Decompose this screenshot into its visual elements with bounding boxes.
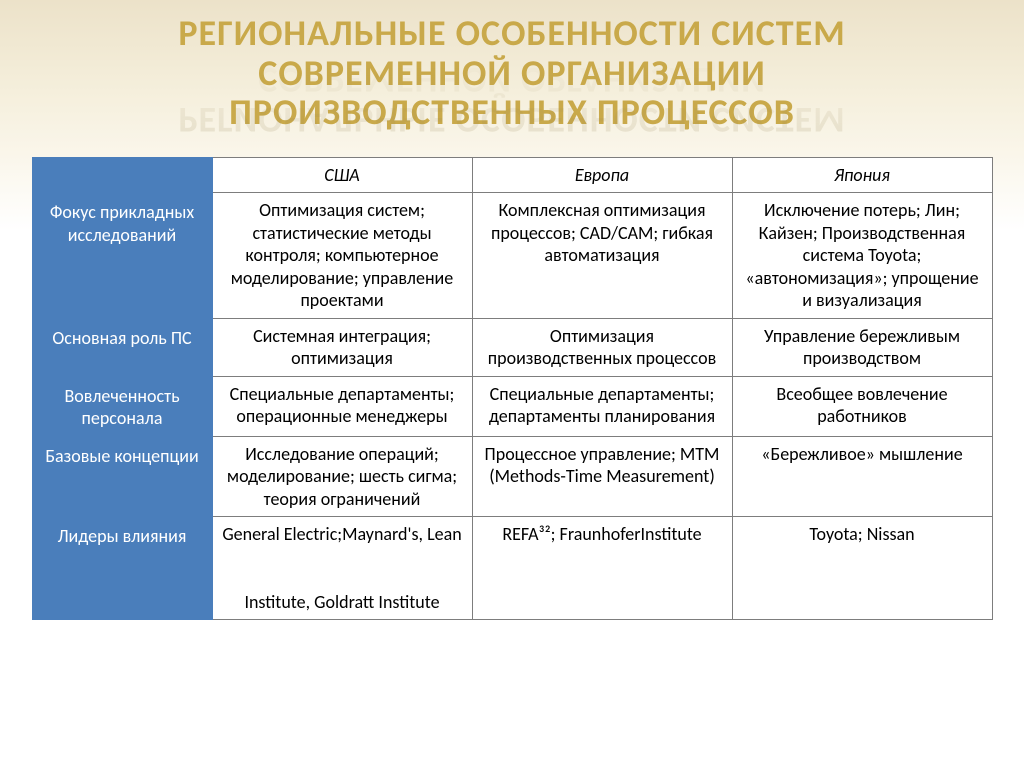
title-line-1: РЕГИОНАЛЬНЫЕ ОСОБЕННОСТИ СИСТЕМ: [178, 11, 845, 55]
table-cell: Исключение потерь; Лин; Кайзен; Производ…: [732, 193, 992, 319]
col-header-usa: США: [212, 157, 472, 193]
table-header-row: США Европа Япония: [32, 157, 992, 193]
comparison-table: США Европа Япония Фокус прикладных иссле…: [32, 157, 993, 621]
table-cell: Процессное управление; MTM (Methods-Time…: [472, 436, 732, 517]
table-cell: «Бережливое» мышление: [732, 436, 992, 517]
table-row: Вовлеченность персонала Специальные депа…: [32, 376, 992, 436]
row-label: Фокус прикладных исследований: [32, 193, 212, 319]
title-line-3: ПРОИЗВОДСТВЕННЫХ ПРОЦЕССОВ: [229, 90, 795, 134]
table-cell: Управление бережливым производством: [732, 318, 992, 376]
col-header-europe: Европа: [472, 157, 732, 193]
slide-title-block: РЕГИОНАЛЬНЫЕ ОСОБЕННОСТИ СИСТЕМ СОВРЕМЕН…: [0, 0, 1024, 139]
table-cell: Оптимизация систем; статистические метод…: [212, 193, 472, 319]
slide-title: РЕГИОНАЛЬНЫЕ ОСОБЕННОСТИ СИСТЕМ СОВРЕМЕН…: [40, 14, 984, 133]
row-label: Вовлеченность персонала: [32, 376, 212, 436]
col-header-japan: Япония: [732, 157, 992, 193]
table-cell: Всеобщее вовлечение работников: [732, 376, 992, 436]
table-cell: Toyota; Nissan: [732, 517, 992, 620]
table-cell: General Electric;Maynard's, LeanInstitut…: [212, 517, 472, 620]
table-cell: Исследование операций; моделирование; ше…: [212, 436, 472, 517]
table-cell: Оптимизация производственных процессов: [472, 318, 732, 376]
row-label: Основная роль ПС: [32, 318, 212, 376]
table-row: Лидеры влияния General Electric;Maynard'…: [32, 517, 992, 620]
table-cell: REFA³²; FraunhoferInstitute: [472, 517, 732, 620]
table-row: Фокус прикладных исследований Оптимизаци…: [32, 193, 992, 319]
row-label: Базовые концепции: [32, 436, 212, 517]
table-cell: Специальные департаменты; департаменты п…: [472, 376, 732, 436]
table-row: Базовые концепции Исследование операций;…: [32, 436, 992, 517]
title-line-2: СОВРЕМЕННОЙ ОРГАНИЗАЦИИ: [258, 51, 765, 95]
table-cell: Системная интеграция; оптимизация: [212, 318, 472, 376]
table-cell: Специальные департаменты; операционные м…: [212, 376, 472, 436]
row-label: Лидеры влияния: [32, 517, 212, 620]
table-row: Основная роль ПС Системная интеграция; о…: [32, 318, 992, 376]
table-corner-cell: [32, 157, 212, 193]
table-cell: Комплексная оптимизация процессов; CAD/C…: [472, 193, 732, 319]
